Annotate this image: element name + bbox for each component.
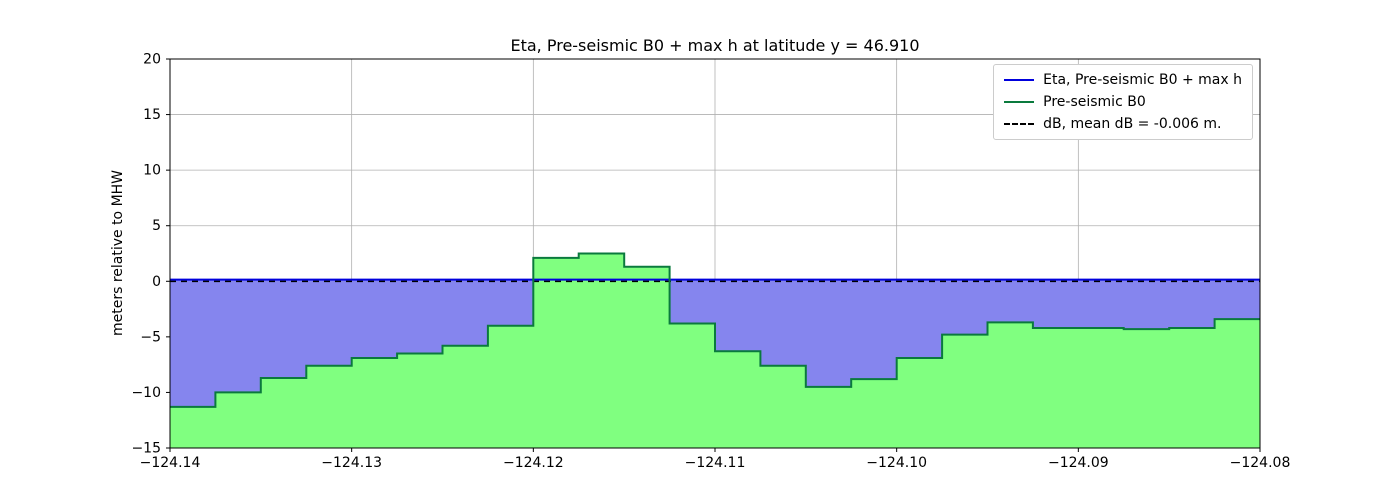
x-tick-label: −124.11 [685,455,746,471]
preseismic-b0-line [170,252,1260,408]
legend-dashed-line-sample [1004,123,1035,125]
y-tick-label: −5 [140,329,161,345]
y-tick-label: 0 [152,274,161,290]
legend-item-label: dB, mean dB = -0.006 m. [1043,116,1222,132]
legend-line-sample [1004,79,1035,81]
x-tick-label: −124.12 [503,455,564,471]
legend-item-label: Pre-seismic B0 [1043,94,1146,110]
y-tick-label: 15 [143,107,161,123]
legend-item-label: Eta, Pre-seismic B0 + max h [1043,72,1242,88]
y-tick-label: 20 [143,52,161,68]
y-tick-label: −10 [131,385,161,401]
x-tick-label: −124.14 [140,455,201,471]
legend-item: Eta, Pre-seismic B0 + max h [1004,70,1242,90]
legend-line-sample [1004,101,1035,103]
y-tick-label: −15 [131,441,161,457]
x-tick-label: −124.08 [1230,455,1291,471]
legend-item: dB, mean dB = -0.006 m. [1004,114,1242,134]
y-axis-label: meters relative to MHW [110,169,126,337]
y-tick-label: 10 [143,163,161,179]
y-tick-label: 5 [152,218,161,234]
x-tick-label: −124.10 [866,455,927,471]
chart-title: Eta, Pre-seismic B0 + max h at latitude … [510,36,920,55]
x-tick-label: −124.09 [1048,455,1109,471]
x-tick-label: −124.13 [321,455,382,471]
legend-item: Pre-seismic B0 [1004,92,1242,112]
legend: Eta, Pre-seismic B0 + max h Pre-seismic B… [993,64,1253,140]
